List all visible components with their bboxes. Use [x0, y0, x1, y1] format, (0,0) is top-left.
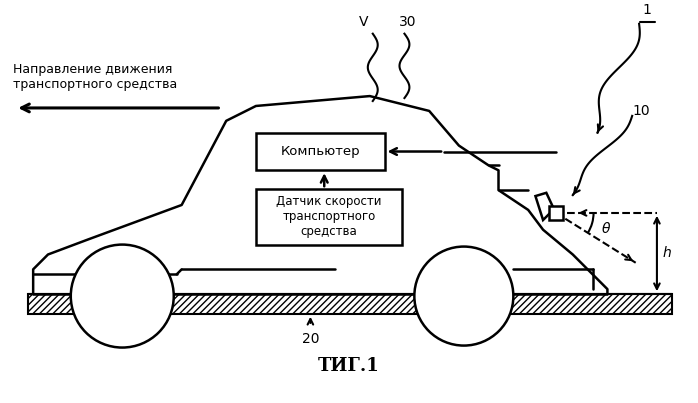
Text: Компьютер: Компьютер	[281, 145, 360, 158]
Text: 20: 20	[302, 332, 319, 346]
Bar	[256, 189, 403, 245]
Text: θ: θ	[602, 222, 610, 236]
Polygon shape	[535, 193, 554, 220]
Ellipse shape	[415, 247, 513, 346]
Bar	[28, 294, 671, 314]
Bar	[256, 133, 385, 170]
Text: 10: 10	[632, 104, 650, 118]
Text: V: V	[359, 15, 369, 29]
Text: 30: 30	[399, 15, 416, 29]
Polygon shape	[549, 206, 563, 220]
Text: транспортного средства: транспортного средства	[13, 78, 177, 91]
Text: Направление движения: Направление движения	[13, 63, 172, 76]
Text: 1: 1	[643, 3, 651, 17]
Text: Датчик скорости
транспортного
средства: Датчик скорости транспортного средства	[276, 195, 382, 238]
Text: ΤИГ.1: ΤИГ.1	[318, 357, 380, 375]
Ellipse shape	[70, 245, 174, 347]
Text: h: h	[663, 247, 671, 260]
